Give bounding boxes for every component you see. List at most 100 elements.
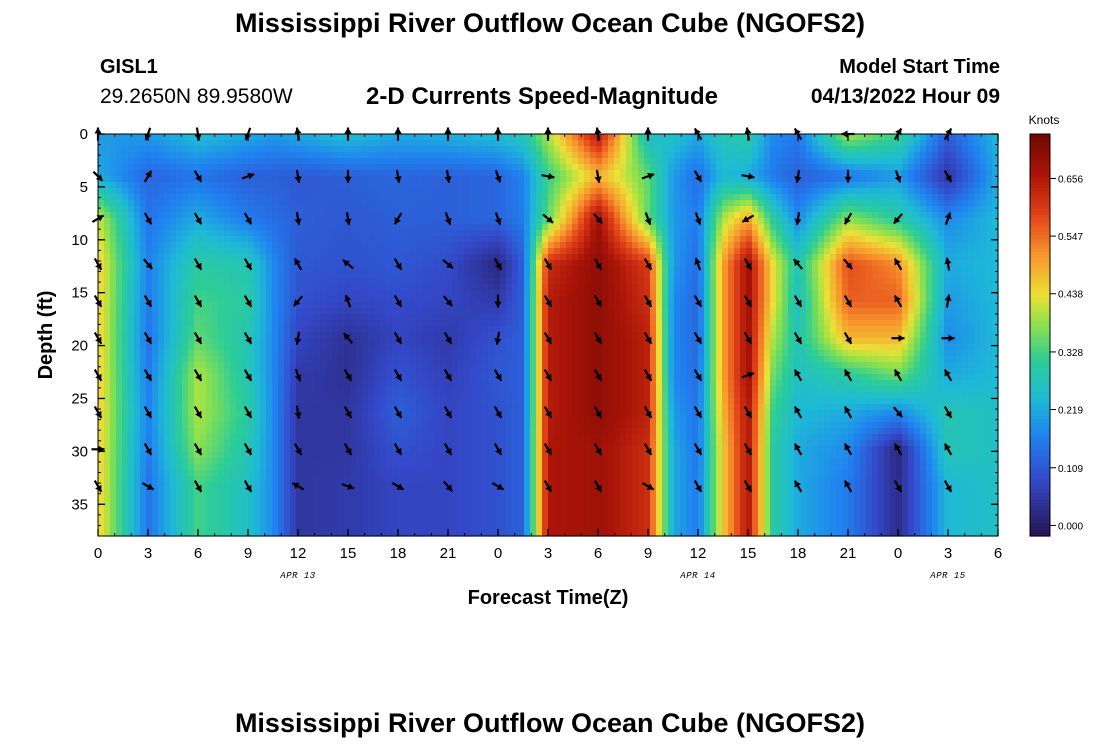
heatmap-cell xyxy=(494,362,501,369)
heatmap-cell xyxy=(140,506,147,513)
heatmap-cell xyxy=(488,206,495,213)
heatmap-cell xyxy=(404,380,411,387)
heatmap-cell xyxy=(218,224,225,231)
heatmap-cell xyxy=(332,146,339,153)
heatmap-cell xyxy=(230,506,237,513)
heatmap-cell xyxy=(434,392,441,399)
heatmap-cell xyxy=(164,266,171,273)
heatmap-cell xyxy=(248,152,255,159)
heatmap-cell xyxy=(356,416,363,423)
heatmap-cell xyxy=(398,284,405,291)
heatmap-cell xyxy=(182,524,189,531)
heatmap-cell xyxy=(278,212,285,219)
heatmap-cell xyxy=(164,278,171,285)
heatmap-cell xyxy=(140,284,147,291)
heatmap-cell xyxy=(218,170,225,177)
heatmap-cell xyxy=(290,518,297,525)
heatmap-cell xyxy=(428,266,435,273)
heatmap-cell xyxy=(530,362,537,369)
heatmap-cell xyxy=(284,512,291,519)
heatmap-cell xyxy=(404,170,411,177)
heatmap-cell xyxy=(404,494,411,501)
heatmap-cell xyxy=(488,386,495,393)
heatmap-cell xyxy=(440,452,447,459)
heatmap-cell xyxy=(488,332,495,339)
heatmap-cell xyxy=(494,488,501,495)
heatmap-cell xyxy=(398,392,405,399)
heatmap-cell xyxy=(368,230,375,237)
heatmap-cell xyxy=(464,350,471,357)
heatmap-cell xyxy=(524,350,531,357)
heatmap-cell xyxy=(482,182,489,189)
heatmap-cell xyxy=(410,248,417,255)
heatmap-cell xyxy=(116,368,123,375)
heatmap-cell xyxy=(212,452,219,459)
heatmap-cell xyxy=(320,434,327,441)
heatmap-cell xyxy=(170,266,177,273)
heatmap-cell xyxy=(362,512,369,519)
heatmap-cell xyxy=(416,368,423,375)
heatmap-cell xyxy=(368,194,375,201)
heatmap-cell xyxy=(296,242,303,249)
heatmap-cell xyxy=(446,146,453,153)
heatmap-cell xyxy=(116,428,123,435)
heatmap-cell xyxy=(110,164,117,171)
heatmap-cell xyxy=(278,476,285,483)
heatmap-cell xyxy=(434,266,441,273)
heatmap-cell xyxy=(458,344,465,351)
heatmap-cell xyxy=(98,398,105,405)
heatmap-cell xyxy=(380,266,387,273)
heatmap-cell xyxy=(242,176,249,183)
heatmap-cell xyxy=(128,488,135,495)
heatmap-cell xyxy=(434,476,441,483)
heatmap-cell xyxy=(134,278,141,285)
heatmap-cell xyxy=(434,134,441,141)
heatmap-cell xyxy=(122,392,129,399)
heatmap-cell xyxy=(194,272,201,279)
heatmap-cell xyxy=(398,308,405,315)
heatmap-cell xyxy=(320,206,327,213)
heatmap-cell xyxy=(200,176,207,183)
heatmap-cell xyxy=(404,254,411,261)
heatmap-cell xyxy=(218,320,225,327)
heatmap-cell xyxy=(176,176,183,183)
heatmap-cell xyxy=(374,326,381,333)
heatmap-cell xyxy=(380,146,387,153)
heatmap-cell xyxy=(140,200,147,207)
heatmap-cell xyxy=(200,206,207,213)
heatmap-cell xyxy=(350,470,357,477)
heatmap-cell xyxy=(152,254,159,261)
heatmap-cell xyxy=(266,380,273,387)
heatmap-cell xyxy=(512,374,519,381)
heatmap-cell xyxy=(170,482,177,489)
heatmap-cell xyxy=(314,218,321,225)
heatmap-cell xyxy=(308,308,315,315)
heatmap-cell xyxy=(170,314,177,321)
heatmap-cell xyxy=(500,470,507,477)
heatmap-cell xyxy=(482,332,489,339)
heatmap-cell xyxy=(380,512,387,519)
heatmap-cell xyxy=(302,314,309,321)
heatmap-cell xyxy=(398,242,405,249)
heatmap-cell xyxy=(212,140,219,147)
heatmap-cell xyxy=(218,344,225,351)
heatmap-cell xyxy=(422,164,429,171)
heatmap-cell xyxy=(446,152,453,159)
heatmap-cell xyxy=(158,212,165,219)
heatmap-cell xyxy=(296,194,303,201)
heatmap-cell xyxy=(422,416,429,423)
heatmap-cell xyxy=(176,404,183,411)
heatmap-cell xyxy=(386,146,393,153)
heatmap-cell xyxy=(350,518,357,525)
heatmap-cell xyxy=(530,290,537,297)
heatmap-cell xyxy=(374,452,381,459)
heatmap-cell xyxy=(482,488,489,495)
heatmap-cell xyxy=(380,476,387,483)
heatmap-cell xyxy=(434,260,441,267)
heatmap-cell xyxy=(218,230,225,237)
heatmap-cell xyxy=(446,200,453,207)
heatmap-cell xyxy=(224,446,231,453)
heatmap-cell xyxy=(452,518,459,525)
heatmap-cell xyxy=(188,260,195,267)
heatmap-cell xyxy=(332,134,339,141)
